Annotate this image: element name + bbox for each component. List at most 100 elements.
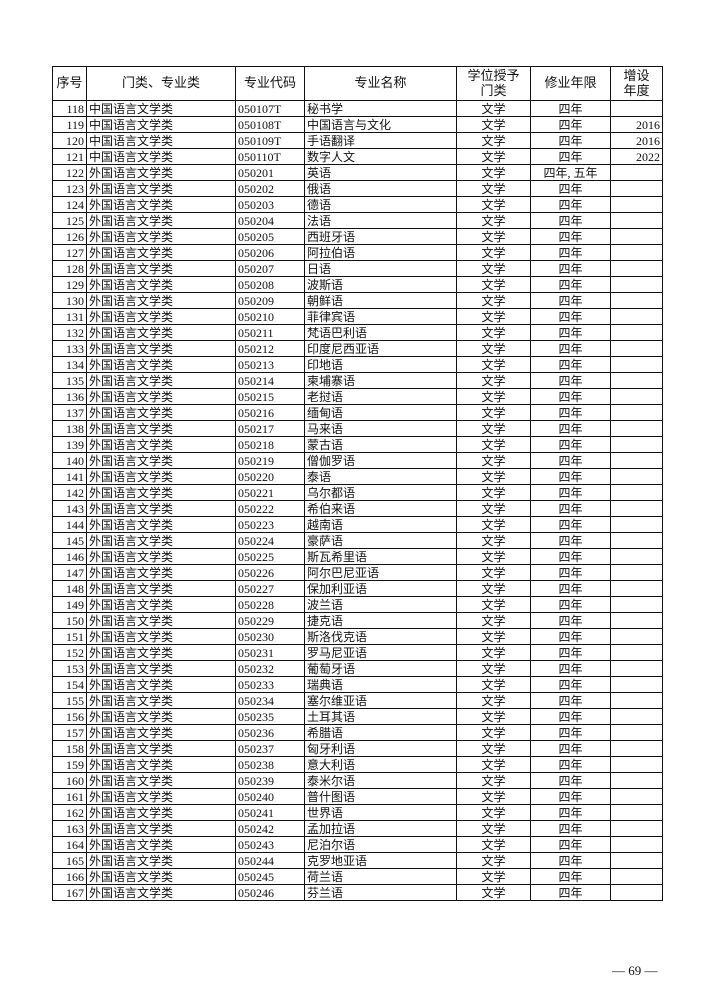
row-duration: 四年 (530, 788, 611, 805)
row-category: 中国语言文学类 (86, 148, 236, 165)
row-category: 外国语言文学类 (86, 708, 236, 725)
row-duration: 四年 (530, 612, 611, 629)
row-degree: 文学 (456, 340, 531, 357)
header-index: 序号 (52, 66, 87, 101)
table-row: 148 外国语言文学类 050227 保加利亚语 文学 四年 (52, 580, 663, 597)
row-degree: 文学 (456, 532, 531, 549)
row-category: 外国语言文学类 (86, 356, 236, 373)
row-code: 050232 (235, 660, 305, 677)
row-year-added (610, 404, 663, 421)
row-index: 155 (52, 692, 87, 709)
row-degree: 文学 (456, 676, 531, 693)
row-duration: 四年 (530, 532, 611, 549)
row-duration: 四年 (530, 388, 611, 405)
row-name: 匈牙利语 (304, 740, 457, 757)
row-category: 外国语言文学类 (86, 724, 236, 741)
row-code: 050229 (235, 612, 305, 629)
row-index: 152 (52, 644, 87, 661)
row-degree: 文学 (456, 756, 531, 773)
row-index: 163 (52, 820, 87, 837)
row-name: 土耳其语 (304, 708, 457, 725)
row-degree: 文学 (456, 180, 531, 197)
row-category: 外国语言文学类 (86, 532, 236, 549)
row-name: 罗马尼亚语 (304, 644, 457, 661)
row-index: 124 (52, 196, 87, 213)
row-degree: 文学 (456, 276, 531, 293)
row-category: 外国语言文学类 (86, 564, 236, 581)
table-row: 121 中国语言文学类 050110T 数字人文 文学 四年 2022 (52, 148, 663, 165)
table-row: 141 外国语言文学类 050220 泰语 文学 四年 (52, 468, 663, 485)
row-year-added (610, 820, 663, 837)
row-degree: 文学 (456, 772, 531, 789)
row-degree: 文学 (456, 308, 531, 325)
row-category: 外国语言文学类 (86, 772, 236, 789)
table-header-row: 序号 门类、专业类 专业代码 专业名称 学位授予门类 修业年限 增设年度 (52, 66, 663, 101)
row-code: 050241 (235, 804, 305, 821)
table-row: 167 外国语言文学类 050246 芬兰语 文学 四年 (52, 884, 663, 901)
row-name: 捷克语 (304, 612, 457, 629)
row-name: 希伯来语 (304, 500, 457, 517)
table-row: 129 外国语言文学类 050208 波斯语 文学 四年 (52, 276, 663, 293)
row-code: 050235 (235, 708, 305, 725)
row-name: 瑞典语 (304, 676, 457, 693)
row-code: 050236 (235, 724, 305, 741)
table-row: 132 外国语言文学类 050211 梵语巴利语 文学 四年 (52, 324, 663, 341)
table-row: 164 外国语言文学类 050243 尼泊尔语 文学 四年 (52, 836, 663, 853)
row-degree: 文学 (456, 660, 531, 677)
row-index: 125 (52, 212, 87, 229)
row-name: 泰语 (304, 468, 457, 485)
row-category: 外国语言文学类 (86, 388, 236, 405)
row-duration: 四年 (530, 324, 611, 341)
row-index: 119 (52, 116, 87, 133)
row-duration: 四年 (530, 132, 611, 149)
row-year-added (610, 756, 663, 773)
row-index: 164 (52, 836, 87, 853)
row-category: 外国语言文学类 (86, 308, 236, 325)
row-year-added (610, 644, 663, 661)
row-index: 121 (52, 148, 87, 165)
row-duration: 四年 (530, 260, 611, 277)
row-year-added (610, 436, 663, 453)
header-year-added: 增设年度 (610, 66, 663, 101)
row-index: 154 (52, 676, 87, 693)
row-year-added (610, 740, 663, 757)
row-degree: 文学 (456, 724, 531, 741)
header-name: 专业名称 (304, 66, 457, 101)
row-duration: 四年 (530, 500, 611, 517)
row-name: 印度尼西亚语 (304, 340, 457, 357)
row-index: 147 (52, 564, 87, 581)
row-degree: 文学 (456, 692, 531, 709)
row-code: 050245 (235, 868, 305, 885)
row-duration: 四年 (530, 420, 611, 437)
row-category: 外国语言文学类 (86, 164, 236, 181)
row-year-added (610, 180, 663, 197)
row-index: 144 (52, 516, 87, 533)
row-code: 050208 (235, 276, 305, 293)
table-row: 158 外国语言文学类 050237 匈牙利语 文学 四年 (52, 740, 663, 757)
row-degree: 文学 (456, 820, 531, 837)
row-code: 050242 (235, 820, 305, 837)
row-duration: 四年 (530, 404, 611, 421)
page-number: — 69 — (612, 963, 658, 978)
row-category: 外国语言文学类 (86, 436, 236, 453)
row-index: 135 (52, 372, 87, 389)
row-code: 050234 (235, 692, 305, 709)
row-index: 133 (52, 340, 87, 357)
table-row: 160 外国语言文学类 050239 泰米尔语 文学 四年 (52, 772, 663, 789)
row-category: 外国语言文学类 (86, 340, 236, 357)
row-name: 意大利语 (304, 756, 457, 773)
row-index: 161 (52, 788, 87, 805)
row-degree: 文学 (456, 164, 531, 181)
row-degree: 文学 (456, 580, 531, 597)
row-name: 中国语言与文化 (304, 116, 457, 133)
row-degree: 文学 (456, 564, 531, 581)
table-row: 125 外国语言文学类 050204 法语 文学 四年 (52, 212, 663, 229)
row-year-added (610, 532, 663, 549)
row-index: 127 (52, 244, 87, 261)
row-duration: 四年 (530, 868, 611, 885)
row-year-added (610, 884, 663, 901)
header-duration: 修业年限 (530, 66, 611, 101)
row-degree: 文学 (456, 836, 531, 853)
table-row: 119 中国语言文学类 050108T 中国语言与文化 文学 四年 2016 (52, 116, 663, 133)
row-name: 数字人文 (304, 148, 457, 165)
